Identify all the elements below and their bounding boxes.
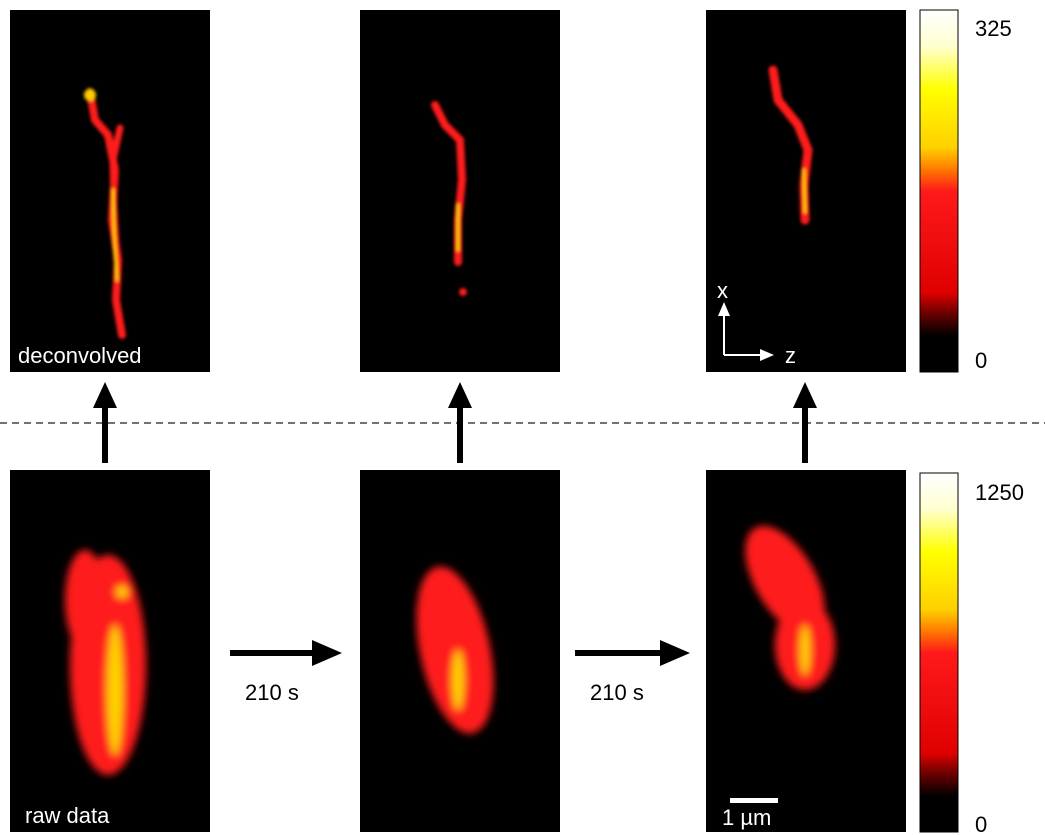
colorbar-max: 325	[975, 16, 1012, 41]
colorbar-min: 0	[975, 348, 987, 373]
axis-label: z	[785, 343, 796, 368]
scale-bar-label: 1 µm	[722, 805, 771, 830]
colorbar	[920, 473, 958, 832]
interval-label: 210 s	[590, 680, 644, 705]
axis-label: x	[717, 278, 728, 303]
figure: 325 0 1250 0 210 s 210 s deconvolved raw…	[0, 0, 1045, 835]
panel-label: raw data	[25, 803, 110, 828]
colorbar-max: 1250	[975, 480, 1024, 505]
interval-label: 210 s	[245, 680, 299, 705]
deconvolved-panels	[10, 10, 906, 372]
raw-panels	[10, 470, 906, 832]
scale-bar	[730, 798, 778, 803]
colorbar	[920, 10, 958, 372]
colorbar-min: 0	[975, 812, 987, 835]
page: {"labels": {"deconvolved": "deconvolved"…	[0, 0, 1045, 835]
panel-label: deconvolved	[18, 343, 142, 368]
